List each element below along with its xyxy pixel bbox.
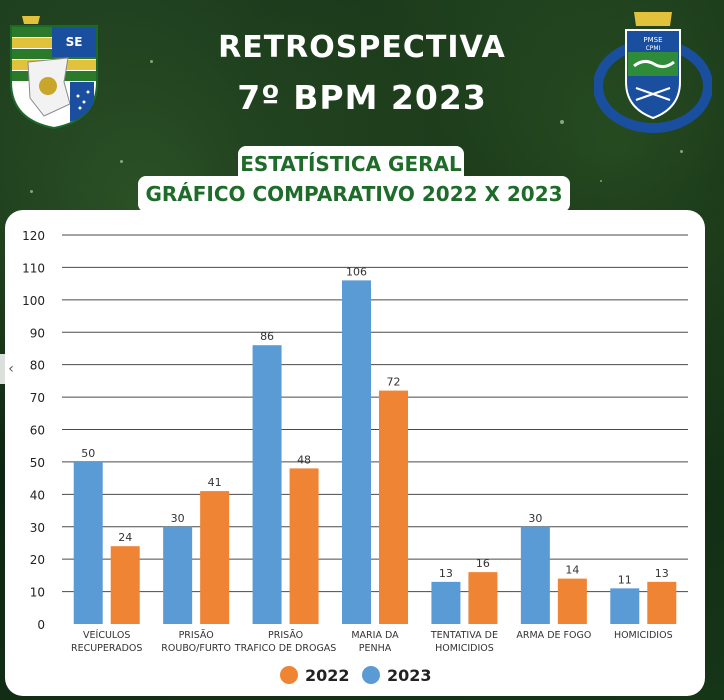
data-label-2023: 30 (528, 512, 542, 525)
carousel-prev-arrow[interactable]: ‹ (0, 354, 22, 384)
data-label-2023: 13 (439, 567, 453, 580)
y-tick-label: 120 (22, 229, 45, 243)
y-tick-label: 0 (37, 618, 45, 632)
bar-2022 (647, 581, 677, 624)
data-label-2022: 14 (565, 564, 579, 577)
y-tick-label: 80 (30, 359, 45, 373)
data-label-2022: 72 (387, 376, 401, 389)
bar-2023 (163, 526, 193, 624)
battalion-crest-logo: PMSE CPMI (593, 8, 713, 134)
sergipe-state-flag-shield-icon: SE (10, 16, 98, 130)
x-tick-label: PRISÃO (179, 630, 214, 641)
x-tick-label: VEÍCULOS (83, 629, 130, 641)
x-tick-label: TRAFICO DE DROGAS (234, 643, 337, 654)
sparkle (30, 190, 33, 193)
y-tick-label: 50 (30, 456, 45, 470)
bar-2023 (431, 581, 461, 624)
legend-swatch-2022 (280, 666, 298, 684)
bar-2022 (200, 491, 230, 624)
sergipe-shield-logo: SE (8, 12, 100, 130)
y-tick-label: 70 (30, 391, 45, 405)
bar-2022 (557, 578, 587, 624)
chart-card: 0 10 20 30 40 50 60 70 80 90 100 110 120 50 24 VEÍCULOS… (5, 210, 705, 696)
bar-2023 (610, 588, 640, 624)
bar-2023 (520, 526, 550, 624)
legend-swatch-2023 (362, 666, 380, 684)
bar-2022 (379, 390, 408, 624)
sparkle (150, 60, 153, 63)
sparkle (600, 180, 602, 182)
x-tick-label: ARMA DE FOGO (516, 630, 591, 641)
crest-cpmi-text: CPMI (646, 45, 661, 52)
data-label-2023: 11 (618, 573, 632, 586)
page-title-line1: RETROSPECTIVA (218, 30, 506, 65)
x-tick-label: HOMICIDIOS (614, 630, 673, 641)
y-tick-label: 60 (30, 424, 45, 438)
data-label-2022: 13 (655, 567, 669, 580)
bar-2023 (252, 345, 282, 624)
y-tick-label: 10 (30, 586, 45, 600)
x-tick-label: HOMICIDIOS (435, 643, 494, 654)
logo-se-text: SE (66, 35, 83, 49)
bar-2022 (468, 572, 498, 624)
crest-pmse-text: PMSE (643, 36, 662, 44)
legend-label-2022: 2022 (305, 666, 350, 685)
sparkle (560, 120, 564, 124)
x-tick-label: MARIA DA (351, 630, 399, 641)
x-tick-label: PRISÃO (268, 630, 303, 641)
data-label-2022: 48 (297, 453, 311, 466)
bar-2022 (110, 546, 140, 624)
bar-2022 (289, 468, 319, 624)
y-tick-label: 20 (30, 553, 45, 567)
bar-chart: 0 10 20 30 40 50 60 70 80 90 100 110 120 50 24 VEÍCULOS… (22, 229, 688, 685)
y-tick-label: 110 (22, 261, 45, 275)
y-tick-label: 90 (30, 326, 45, 340)
data-label-2023: 30 (171, 512, 185, 525)
y-tick-label: 40 (30, 488, 45, 502)
sparkle (680, 150, 683, 153)
y-tick-label: 100 (22, 294, 45, 308)
y-tick-label: 30 (30, 521, 45, 535)
7-bpm-battalion-crest-icon: PMSE CPMI (593, 12, 713, 133)
data-label-2022: 16 (476, 557, 490, 570)
data-label-2022: 41 (208, 476, 222, 489)
sparkle (120, 160, 123, 163)
x-tick-label: ROUBO/FURTO (161, 643, 231, 654)
x-tick-label: RECUPERADOS (71, 643, 142, 654)
data-label-2023: 50 (81, 447, 95, 460)
data-label-2023: 106 (346, 265, 367, 278)
page-title-line2: 7º BPM 2023 (237, 78, 487, 117)
bar-2023 (342, 280, 371, 624)
bar-2023 (73, 461, 103, 624)
subtitle-line2: GRÁFICO COMPARATIVO 2022 X 2023 (138, 176, 570, 212)
data-label-2022: 24 (118, 531, 132, 544)
data-label-2023: 86 (260, 330, 274, 343)
legend-label-2023: 2023 (387, 666, 432, 685)
x-tick-label: TENTATIVA DE (430, 630, 498, 641)
x-tick-label: PENHA (359, 643, 392, 654)
